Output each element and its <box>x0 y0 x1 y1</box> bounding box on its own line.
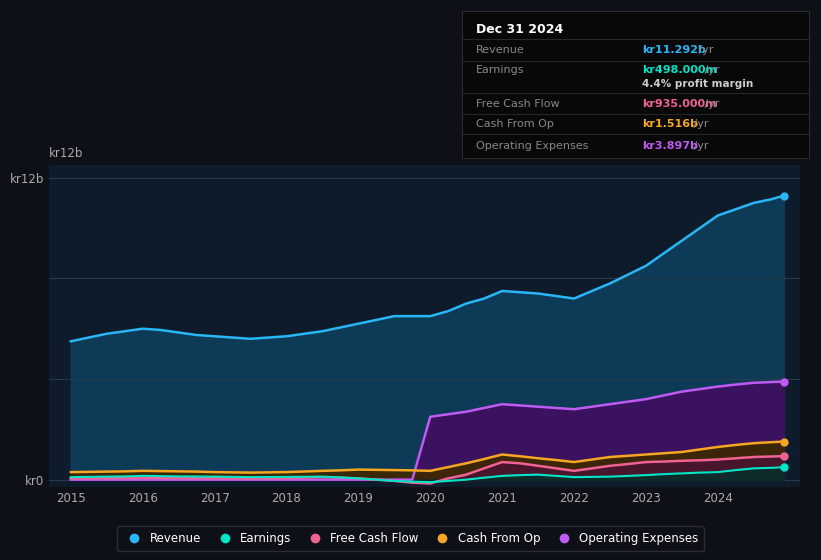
Text: 4.4% profit margin: 4.4% profit margin <box>642 79 754 89</box>
Text: kr12b: kr12b <box>49 147 84 160</box>
Text: Earnings: Earnings <box>476 65 525 75</box>
Text: kr498.000m: kr498.000m <box>642 65 718 75</box>
Text: Cash From Op: Cash From Op <box>476 119 554 129</box>
Text: /yr: /yr <box>701 99 720 109</box>
Text: kr1.516b: kr1.516b <box>642 119 699 129</box>
Text: kr11.292b: kr11.292b <box>642 45 706 55</box>
Text: /yr: /yr <box>690 119 708 129</box>
Text: Dec 31 2024: Dec 31 2024 <box>476 23 563 36</box>
Text: /yr: /yr <box>701 65 720 75</box>
Text: /yr: /yr <box>695 45 714 55</box>
Text: Free Cash Flow: Free Cash Flow <box>476 99 560 109</box>
Text: kr3.897b: kr3.897b <box>642 141 699 151</box>
Text: Operating Expenses: Operating Expenses <box>476 141 589 151</box>
Text: /yr: /yr <box>690 141 708 151</box>
Text: kr935.000m: kr935.000m <box>642 99 717 109</box>
Text: Revenue: Revenue <box>476 45 525 55</box>
Legend: Revenue, Earnings, Free Cash Flow, Cash From Op, Operating Expenses: Revenue, Earnings, Free Cash Flow, Cash … <box>117 526 704 551</box>
